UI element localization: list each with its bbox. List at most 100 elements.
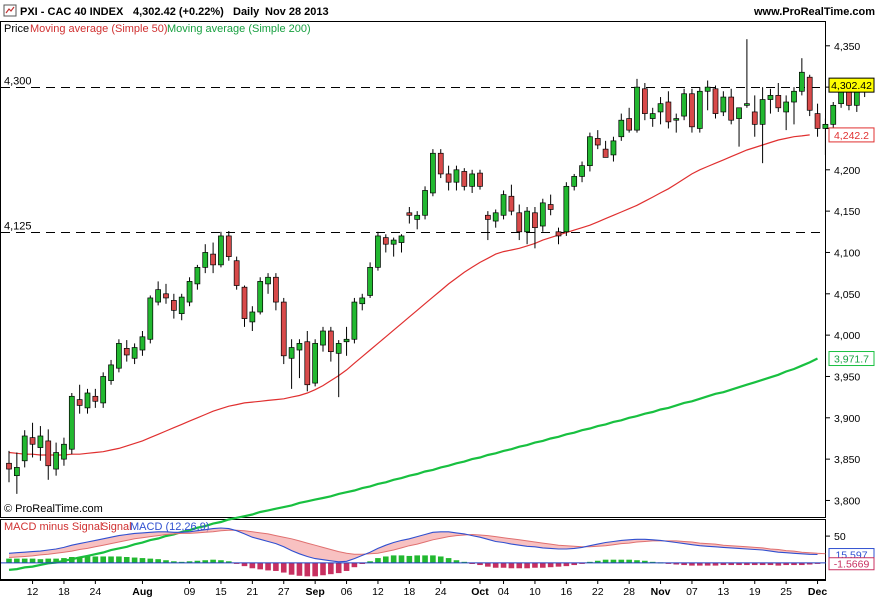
candle[interactable] — [657, 97, 664, 125]
macd-hist-bar[interactable] — [642, 560, 648, 563]
candle[interactable] — [555, 227, 562, 245]
macd-hist-bar[interactable] — [422, 555, 428, 563]
candle[interactable] — [296, 339, 303, 379]
candle[interactable] — [665, 91, 672, 129]
candle[interactable] — [100, 372, 107, 408]
candle[interactable] — [681, 88, 687, 121]
candle[interactable] — [736, 107, 742, 147]
candle[interactable] — [814, 103, 821, 137]
candle[interactable] — [791, 87, 797, 125]
macd-hist-bar[interactable] — [783, 562, 789, 566]
header-site[interactable]: www.ProRealTime.com — [753, 6, 875, 18]
candle[interactable] — [673, 113, 680, 133]
macd-hist-bar[interactable] — [163, 560, 169, 563]
candle[interactable] — [477, 169, 483, 190]
macd-hist-bar[interactable] — [155, 559, 161, 563]
macd-hist-bar[interactable] — [178, 561, 185, 563]
candle[interactable] — [806, 74, 813, 117]
macd-hist-bar[interactable] — [469, 562, 475, 564]
candle[interactable] — [186, 277, 193, 307]
candle[interactable] — [579, 161, 585, 183]
candle[interactable] — [524, 207, 530, 245]
candle[interactable] — [532, 207, 538, 249]
macd-hist-bar[interactable] — [767, 562, 774, 566]
candle[interactable] — [689, 88, 695, 133]
macd-hist-bar[interactable] — [720, 562, 727, 566]
candle[interactable] — [712, 85, 719, 119]
candle[interactable] — [414, 211, 421, 230]
macd-hist-bar[interactable] — [61, 558, 67, 563]
macd-hist-bar[interactable] — [571, 562, 577, 566]
candle[interactable] — [571, 173, 578, 191]
macd-hist-bar[interactable] — [202, 560, 209, 563]
candle[interactable] — [492, 209, 499, 228]
candle[interactable] — [178, 293, 185, 321]
candle[interactable] — [343, 326, 350, 356]
candle[interactable] — [29, 422, 36, 458]
macd-hist-bar[interactable] — [367, 561, 373, 563]
candle[interactable] — [147, 295, 154, 344]
candle[interactable] — [53, 442, 59, 476]
macd-hist-bar[interactable] — [610, 559, 617, 563]
macd-hist-bar[interactable] — [100, 556, 106, 563]
macd-hist-bar[interactable] — [563, 562, 570, 567]
candle[interactable] — [822, 118, 829, 155]
macd-hist-bar[interactable] — [92, 556, 99, 563]
candle[interactable] — [68, 393, 75, 455]
macd-hist-bar[interactable] — [288, 562, 295, 575]
macd-hist-bar[interactable] — [532, 562, 538, 568]
candle[interactable] — [171, 293, 177, 319]
candle[interactable] — [328, 326, 334, 362]
macd-hist-bar[interactable] — [799, 562, 805, 566]
price-pane[interactable] — [0, 21, 826, 518]
legend-ma200[interactable]: Moving average (Simple 200) — [167, 23, 311, 35]
candle[interactable] — [367, 262, 373, 298]
candle[interactable] — [265, 273, 271, 294]
macd-hist-bar[interactable] — [673, 562, 680, 565]
candle[interactable] — [751, 95, 758, 137]
candle[interactable] — [194, 264, 201, 290]
macd-hist-bar[interactable] — [712, 562, 719, 566]
candle[interactable] — [547, 194, 554, 216]
macd-hist-bar[interactable] — [53, 558, 59, 563]
candle[interactable] — [453, 165, 460, 191]
macd-hist-bar[interactable] — [751, 562, 758, 566]
macd-hist-bar[interactable] — [736, 562, 742, 566]
candle[interactable] — [704, 80, 711, 111]
candle[interactable] — [461, 168, 468, 191]
macd-hist-bar[interactable] — [704, 562, 711, 566]
macd-hist-bar[interactable] — [320, 562, 326, 576]
macd-hist-bar[interactable] — [516, 562, 523, 569]
candle[interactable] — [225, 230, 232, 261]
macd-hist-bar[interactable] — [76, 557, 83, 563]
macd-hist-bar[interactable] — [108, 556, 114, 563]
macd-hist-bar[interactable] — [508, 562, 515, 569]
candle[interactable] — [563, 182, 570, 236]
macd-hist-bar[interactable] — [602, 559, 609, 563]
candle[interactable] — [92, 388, 99, 408]
candle[interactable] — [6, 450, 12, 483]
macd-hist-bar[interactable] — [116, 556, 122, 563]
candle[interactable] — [218, 231, 224, 268]
macd-hist-bar[interactable] — [806, 562, 813, 565]
candle[interactable] — [21, 430, 28, 468]
candle[interactable] — [649, 107, 656, 127]
macd-hist-bar[interactable] — [477, 562, 483, 566]
macd-hist-bar[interactable] — [759, 562, 766, 566]
macd-hist-bar[interactable] — [194, 560, 201, 563]
macd-hist-bar[interactable] — [84, 556, 91, 563]
macd-hist-bar[interactable] — [414, 555, 420, 563]
ma50-line[interactable] — [8, 134, 810, 456]
candle[interactable] — [163, 283, 169, 304]
macd-hist-bar[interactable] — [45, 558, 52, 563]
macd-hist-bar[interactable] — [249, 562, 256, 569]
candle[interactable] — [469, 169, 475, 193]
candle[interactable] — [123, 340, 130, 362]
candle[interactable] — [437, 149, 444, 179]
candle[interactable] — [116, 339, 122, 373]
macd-hist-bar[interactable] — [634, 560, 640, 563]
candle[interactable] — [335, 340, 342, 398]
macd-hist-bar[interactable] — [375, 558, 381, 563]
candle[interactable] — [249, 306, 256, 331]
macd-hist-bar[interactable] — [241, 562, 248, 567]
